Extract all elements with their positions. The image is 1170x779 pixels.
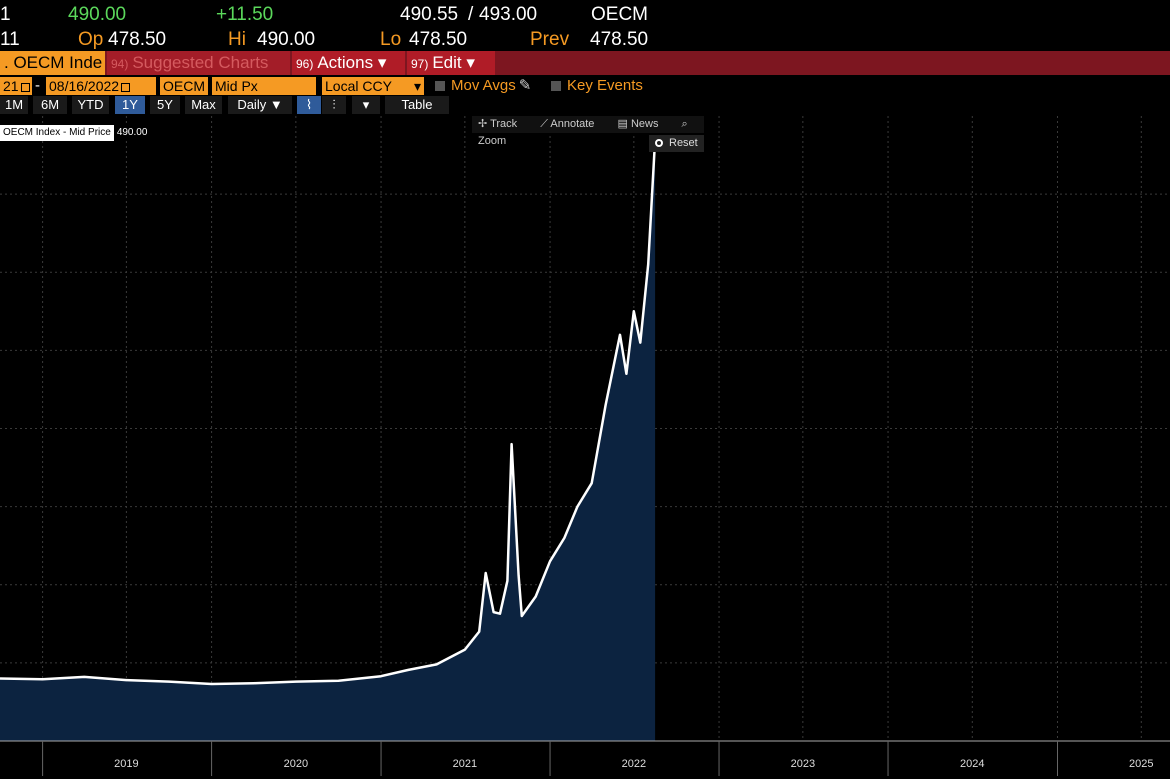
x-axis-labels: 2019 2020 2021 2022 2023 2024 2025 (42, 741, 1154, 776)
currency-selector[interactable]: Local CCY (322, 77, 412, 95)
prev-label: Prev (530, 29, 570, 50)
checkbox-icon[interactable] (435, 81, 445, 91)
reset-button[interactable]: Reset (649, 135, 704, 152)
x-axis-label: 2025 (1129, 758, 1153, 770)
net-change: +11.50 (216, 4, 274, 25)
high-value: 490.00 (257, 29, 316, 50)
suggested-charts-button[interactable]: 94) Suggested Charts (107, 51, 290, 75)
key-events-label: Key Events (567, 77, 643, 94)
zoom-button[interactable]: ⌕ Zoom (478, 118, 688, 147)
edit-menu-button[interactable]: 97) Edit ▾ (407, 51, 495, 75)
x-axis-label: 2024 (960, 758, 984, 770)
x-axis-label: 2020 (284, 758, 308, 770)
ticker-label: OECM (591, 4, 648, 25)
table-button[interactable]: Table (385, 96, 449, 114)
field-selector[interactable]: Mid Px (212, 77, 316, 95)
date-range-dash: - (35, 77, 40, 94)
news-label: News (630, 118, 659, 130)
key-events-toggle[interactable]: Key Events (551, 77, 643, 95)
price-area-fill (0, 139, 656, 741)
actions-menu-button[interactable]: 96) Actions ▾ (292, 51, 405, 75)
chart-legend: OECM Index - Mid Price 490.00 (0, 125, 151, 141)
chart-type-dropdown-icon[interactable]: ▾ (352, 96, 380, 114)
open-label: Op (78, 29, 104, 50)
suggested-charts-number: 94) (111, 57, 129, 71)
ask-price: 493.00 (479, 4, 538, 25)
calendar-icon[interactable] (121, 83, 131, 92)
bid-ask-slash: / (468, 4, 474, 25)
range-1y[interactable]: 1Y (115, 96, 145, 114)
frequency-dropdown[interactable]: Daily ▼ (228, 96, 292, 114)
row1-fragment: 1 (0, 4, 11, 25)
legend-series-value: 490.00 (113, 125, 151, 141)
annotate-label: Annotate (550, 118, 595, 130)
reset-label: Reset (669, 137, 698, 149)
start-date-value: 21 (3, 78, 19, 94)
currency-dropdown-icon[interactable]: ▾ (412, 77, 424, 95)
range-max[interactable]: Max (185, 96, 222, 114)
range-6m[interactable]: 6M (33, 96, 67, 114)
track-label: Track (490, 118, 518, 130)
checkbox-icon[interactable] (551, 81, 561, 91)
mov-avgs-toggle[interactable]: Mov Avgs ✎ (435, 77, 531, 95)
track-button[interactable]: ✢ Track (478, 118, 518, 130)
range-row: 1M 6M YTD 1Y 5Y Max Daily ▼ ⌇ ⫶ ▾ Table (0, 96, 1170, 114)
edit-number: 97) (411, 57, 429, 71)
line-chart-icon[interactable]: ⌇ (297, 96, 321, 114)
end-date-value: 08/16/2022 (49, 78, 120, 94)
range-5y[interactable]: 5Y (150, 96, 180, 114)
open-value: 478.50 (108, 29, 167, 50)
settings-row: 21 - 08/16/2022 OECM Mid Px Local CCY ▾ … (0, 77, 1170, 95)
bid-price: 490.55 (400, 4, 459, 25)
x-axis-label: 2021 (453, 758, 477, 770)
edit-label: Edit ▾ (432, 53, 475, 72)
security-field[interactable]: OECM (160, 77, 208, 95)
legend-series-name: OECM Index - Mid Price (0, 125, 114, 141)
bar-chart-icon[interactable]: ⫶ (322, 96, 346, 114)
news-button[interactable]: ▤ News (617, 118, 659, 130)
x-axis-label: 2022 (622, 758, 646, 770)
action-bar: . OECM Inde 94) Suggested Charts 96) Actio… (0, 51, 1170, 75)
price-line (0, 139, 657, 686)
index-tab[interactable]: . OECM Inde (0, 51, 105, 75)
calendar-icon[interactable] (20, 83, 30, 92)
zoom-label: Zoom (478, 135, 507, 147)
pencil-icon[interactable]: ✎ (518, 77, 532, 94)
low-value: 478.50 (409, 29, 468, 50)
range-ytd[interactable]: YTD (72, 96, 109, 114)
quote-row-1: 1 490.00 +11.50 490.55 / 493.00 OECM (0, 2, 1170, 27)
reset-icon (655, 139, 663, 147)
chart-toolbar: ✢ Track ⟋ Annotate ▤ News ⌕ Zoom (472, 116, 704, 147)
suggested-charts-label: Suggested Charts (132, 53, 269, 72)
x-axis-label: 2019 (114, 758, 138, 770)
x-axis-label: 2023 (791, 758, 815, 770)
last-price: 490.00 (68, 4, 127, 25)
high-label: Hi (228, 29, 246, 50)
annotate-button[interactable]: ⟋ Annotate (540, 118, 595, 130)
row2-fragment: 11 (0, 29, 20, 50)
start-date-field[interactable]: 21 (0, 77, 32, 95)
range-1m[interactable]: 1M (0, 96, 28, 114)
quote-row-2: 11 Op 478.50 Hi 490.00 Lo 478.50 Prev 47… (0, 27, 1170, 52)
actions-label: Actions ▾ (317, 53, 387, 72)
mov-avgs-label: Mov Avgs (451, 77, 516, 94)
prev-value: 478.50 (590, 29, 649, 50)
actions-number: 96) (296, 57, 314, 71)
end-date-field[interactable]: 08/16/2022 (46, 77, 156, 95)
low-label: Lo (380, 29, 402, 50)
